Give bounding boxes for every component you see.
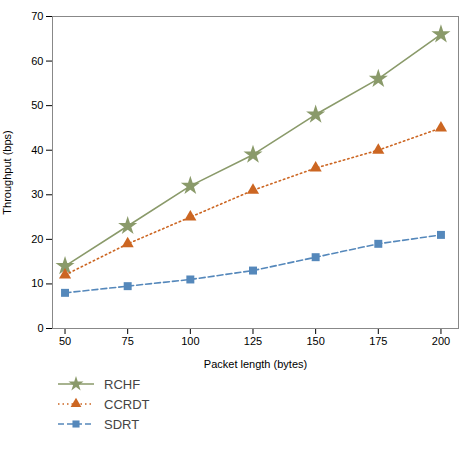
svg-text:30: 30 <box>31 188 43 200</box>
html-text:RCHF: RCHF <box>104 376 141 392</box>
svg-text:Packet length (bytes): Packet length (bytes) <box>204 358 307 370</box>
html-text:CCRDT: CCRDT <box>104 396 150 412</box>
svg-text:10: 10 <box>31 277 43 289</box>
svg-text:150: 150 <box>306 335 324 347</box>
svg-text:50: 50 <box>59 335 71 347</box>
svg-text:20: 20 <box>31 233 43 245</box>
svg-text:125: 125 <box>244 335 262 347</box>
svg-text:60: 60 <box>31 55 43 67</box>
svg-text:100: 100 <box>181 335 199 347</box>
svg-text:70: 70 <box>31 10 43 22</box>
svg-text:0: 0 <box>37 322 43 334</box>
svg-text:Throughput (bps): Throughput (bps) <box>1 130 13 214</box>
svg-text:50: 50 <box>31 99 43 111</box>
svg-text:40: 40 <box>31 144 43 156</box>
html-text:SDRT: SDRT <box>104 416 140 432</box>
svg-text:75: 75 <box>122 335 134 347</box>
svg-text:200: 200 <box>432 335 450 347</box>
svg-text:175: 175 <box>369 335 387 347</box>
